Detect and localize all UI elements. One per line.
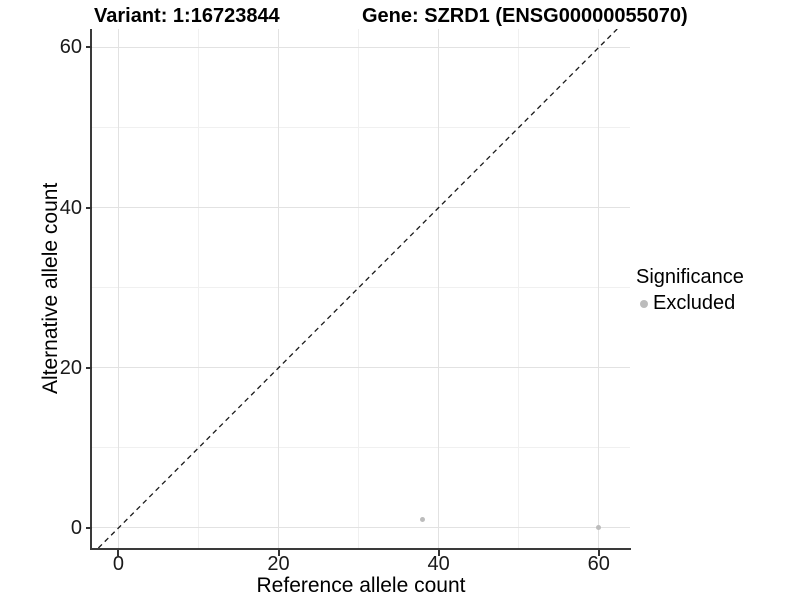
y-major-gridline: [92, 207, 630, 209]
x-axis-tick: [117, 550, 120, 556]
y-tick-label: 20: [59, 356, 82, 379]
plot-panel: [92, 29, 630, 548]
x-major-gridline: [598, 29, 600, 548]
y-axis-tick: [86, 206, 92, 209]
y-minor-gridline: [92, 127, 630, 128]
y-axis-tick: [86, 366, 92, 369]
y-minor-gridline: [92, 447, 630, 449]
x-minor-gridline: [518, 29, 520, 548]
x-axis-tick: [437, 550, 440, 556]
x-tick-label: 20: [267, 553, 290, 575]
legend: Significance Excluded: [636, 266, 744, 315]
legend-item-excluded: Excluded: [636, 292, 744, 315]
x-minor-gridline: [358, 29, 360, 548]
x-minor-gridline: [197, 29, 199, 548]
legend-item-label: Excluded: [653, 292, 736, 314]
identity-reference-line: [97, 29, 618, 548]
y-axis-tick: [86, 46, 92, 49]
plot-title-variant: Variant: 1:16723844: [94, 5, 280, 27]
y-axis-title: Alternative allele count: [39, 182, 62, 395]
x-axis-line: [90, 548, 631, 550]
x-major-gridline: [438, 29, 440, 548]
legend-point-icon: [640, 299, 648, 308]
x-tick-label: 40: [427, 553, 450, 575]
data-point: [420, 517, 426, 523]
y-minor-gridline: [92, 287, 630, 289]
x-major-gridline: [278, 29, 280, 548]
x-tick-label: 60: [587, 553, 610, 575]
y-axis-line: [90, 29, 92, 550]
plot-title-gene: Gene: SZRD1 (ENSG00000055070): [362, 5, 688, 27]
x-axis-title: Reference allele count: [256, 574, 466, 597]
y-tick-label: 0: [70, 516, 82, 539]
x-major-gridline: [117, 29, 119, 548]
y-major-gridline: [92, 527, 630, 529]
x-axis-tick: [277, 550, 280, 556]
y-major-gridline: [92, 367, 630, 369]
x-tick-label: 0: [112, 553, 124, 575]
x-axis-tick: [597, 550, 600, 556]
y-tick-label: 40: [59, 196, 82, 219]
legend-title: Significance: [636, 266, 744, 288]
y-axis-tick: [86, 526, 92, 529]
y-tick-label: 60: [59, 36, 82, 59]
y-major-gridline: [92, 46, 630, 48]
data-point: [596, 525, 602, 531]
